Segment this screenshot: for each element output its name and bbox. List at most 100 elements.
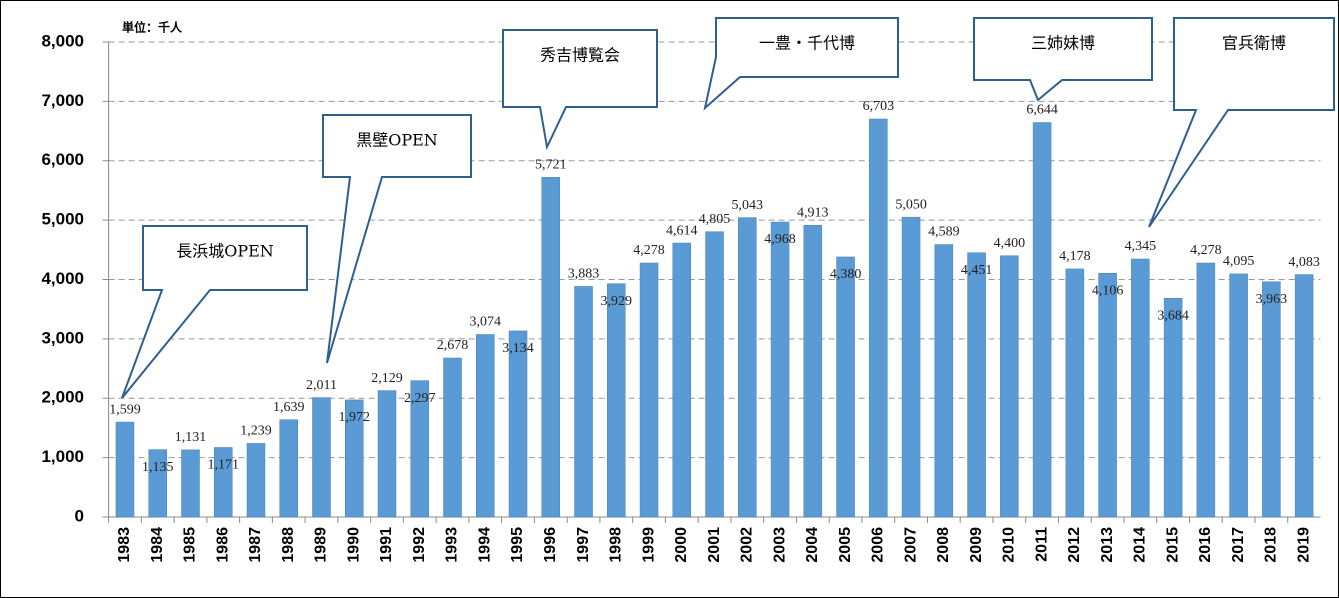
- bar: [1032, 122, 1052, 518]
- bar: [410, 380, 430, 518]
- x-tick-label: 2006: [870, 527, 887, 563]
- bar: [803, 225, 823, 518]
- bar: [1262, 281, 1281, 518]
- value-label: 4,106: [1092, 283, 1124, 298]
- bar: [607, 283, 626, 518]
- bar: [738, 217, 757, 518]
- value-label: 3,134: [502, 341, 534, 356]
- x-tick-label: 2004: [804, 527, 821, 563]
- value-label: 6,703: [863, 99, 895, 114]
- bar: [934, 244, 954, 518]
- x-tick-label: 1983: [116, 527, 133, 563]
- x-tick-label: 1995: [509, 527, 526, 563]
- value-label: 1,239: [240, 424, 272, 439]
- x-tick-label: 1988: [280, 527, 297, 563]
- annotation: 秀吉博覧会: [540, 46, 620, 65]
- bar: [901, 216, 921, 518]
- bar: [639, 262, 659, 518]
- value-label: 4,345: [1125, 239, 1157, 254]
- callout: [1148, 17, 1335, 228]
- value-label: 3,883: [568, 267, 600, 282]
- x-tick-label: 2009: [968, 527, 985, 563]
- callout: [502, 29, 658, 151]
- bar: [246, 443, 266, 518]
- x-tick-label: 2000: [673, 527, 690, 563]
- value-label: 4,913: [797, 206, 829, 221]
- bar: [1131, 258, 1150, 518]
- y-tick-label: 5,000: [41, 210, 84, 229]
- value-label: 4,968: [764, 232, 796, 247]
- bar: [1065, 268, 1085, 518]
- x-tick-label: 2002: [739, 527, 756, 563]
- x-tick-label: 1986: [214, 527, 231, 563]
- x-tick-label: 2015: [1164, 527, 1181, 563]
- bar: [869, 118, 888, 518]
- annotation: 長浜城OPEN: [176, 242, 274, 261]
- unit-label: 単位：千人: [122, 20, 183, 35]
- bar: [967, 252, 986, 518]
- bar: [574, 286, 593, 518]
- bar: [770, 221, 790, 518]
- x-tick-label: 2007: [902, 527, 919, 563]
- bar: [1098, 272, 1117, 518]
- x-tick-label: 1993: [444, 527, 461, 563]
- bar: [1163, 298, 1183, 518]
- bar: [1229, 273, 1248, 518]
- x-tick-label: 2017: [1230, 527, 1247, 563]
- bar: [541, 177, 561, 518]
- x-tick-label: 2010: [1001, 527, 1018, 563]
- x-tick-label: 1989: [313, 527, 330, 563]
- value-label: 2,678: [437, 338, 469, 353]
- value-label: 4,083: [1288, 255, 1320, 270]
- value-label: 4,614: [666, 223, 698, 238]
- value-label: 2,011: [306, 378, 337, 393]
- bar: [672, 242, 692, 518]
- bar: [705, 231, 724, 518]
- value-label: 1,599: [109, 402, 141, 417]
- x-tick-label: 2013: [1099, 527, 1116, 563]
- x-tick-label: 1991: [378, 527, 395, 563]
- value-label: 1,171: [207, 458, 239, 473]
- y-tick-label: 7,000: [41, 91, 84, 110]
- value-label: 3,074: [470, 315, 502, 330]
- callout: [703, 17, 899, 111]
- x-tick-label: 2001: [706, 527, 723, 563]
- x-tick-label: 2011: [1033, 527, 1050, 562]
- bar: [148, 449, 167, 518]
- x-tick-label: 1998: [608, 527, 625, 563]
- bar: [476, 334, 495, 518]
- value-label: 1,972: [339, 410, 371, 425]
- annotation: 官兵衛博: [1222, 34, 1286, 53]
- value-label: 5,050: [895, 197, 927, 212]
- x-tick-label: 1994: [476, 527, 493, 563]
- value-label: 1,639: [273, 400, 305, 415]
- y-tick-label: 6,000: [41, 150, 84, 169]
- bar: [213, 447, 233, 518]
- value-label: 6,644: [1026, 103, 1058, 118]
- bar: [312, 397, 331, 518]
- bar: [279, 419, 298, 518]
- value-label: 2,297: [404, 391, 436, 406]
- annotation: 三姉妹博: [1031, 34, 1095, 53]
- bar: [1196, 262, 1216, 518]
- value-label: 1,131: [175, 430, 207, 445]
- value-label: 3,963: [1256, 292, 1288, 307]
- value-label: 3,684: [1157, 308, 1189, 323]
- x-tick-label: 1992: [411, 527, 428, 563]
- bar: [1000, 255, 1019, 518]
- value-label: 4,178: [1059, 249, 1091, 264]
- x-tick-label: 1996: [542, 527, 559, 563]
- callout: [322, 114, 472, 364]
- callout: [121, 225, 308, 399]
- value-label: 4,451: [961, 263, 993, 278]
- x-tick-label: 2003: [771, 527, 788, 563]
- bar: [377, 390, 397, 518]
- value-label: 4,400: [994, 236, 1026, 251]
- x-tick-label: 2019: [1295, 527, 1312, 563]
- value-label: 4,380: [830, 267, 862, 282]
- x-tick-label: 1990: [345, 527, 362, 563]
- x-tick-label: 1999: [640, 527, 657, 563]
- x-tick-label: 1987: [247, 527, 264, 563]
- value-label: 5,043: [732, 198, 764, 213]
- y-tick-label: 3,000: [41, 328, 84, 347]
